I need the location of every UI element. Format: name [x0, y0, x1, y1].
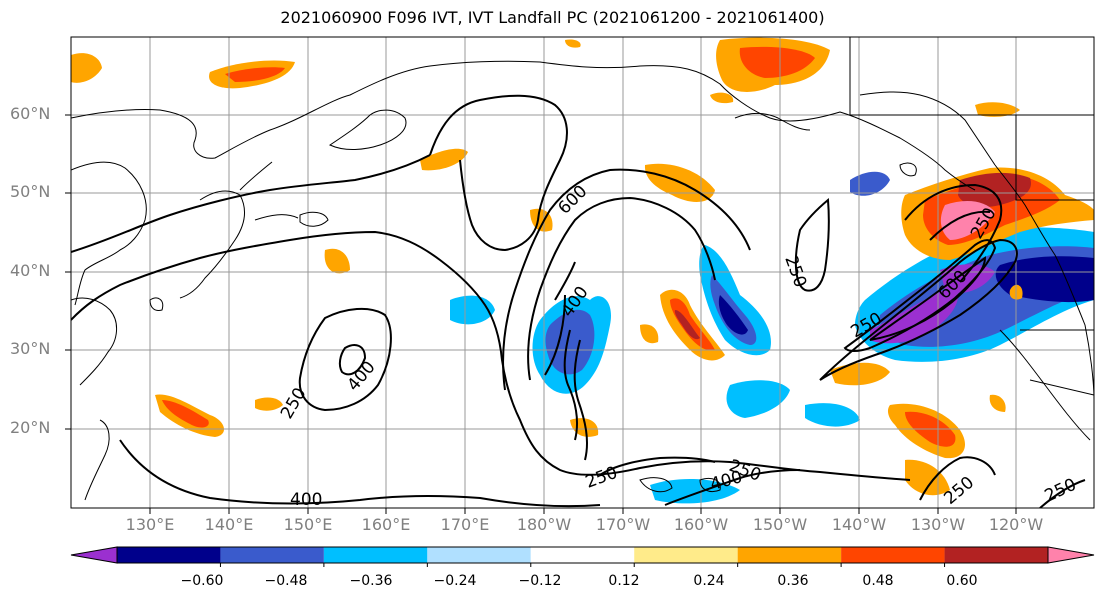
coastlines	[71, 60, 1094, 501]
lon-label: 150°W	[752, 515, 808, 534]
lon-label: 140°E	[204, 515, 254, 534]
colorbar-tick-label: −0.36	[349, 573, 393, 589]
colorbar-tick-label: 0.48	[862, 573, 894, 589]
lon-label: 130°E	[125, 515, 175, 534]
contour-label: 400	[290, 490, 322, 510]
colorbar-outline	[116, 546, 1049, 564]
colorbar-tick-label: 0.36	[777, 573, 809, 589]
colorbar	[70, 546, 1095, 567]
colorbar-tick-label: −0.24	[433, 573, 477, 589]
colorbar-tick-label: −0.48	[264, 573, 308, 589]
lon-label: 140°W	[831, 515, 887, 534]
colorbar-tick-label: −0.60	[180, 573, 224, 589]
axis-ticks	[65, 114, 1017, 514]
colorbar-extension-left	[70, 546, 118, 564]
ivt-contours	[71, 94, 1086, 508]
colorbar-tick-label: 0.60	[946, 573, 978, 589]
lon-label: 160°W	[673, 515, 729, 534]
lat-label: 50°N	[10, 182, 51, 201]
colorbar-bin	[841, 547, 945, 563]
colorbar-bin	[117, 547, 221, 563]
lon-label: 150°E	[283, 515, 333, 534]
map-title: 2021060900 F096 IVT, IVT Landfall PC (20…	[280, 8, 825, 27]
colorbar-bin	[634, 547, 738, 563]
lat-label: 40°N	[10, 261, 51, 280]
lon-label: 170°W	[595, 515, 651, 534]
colorbar-bin	[220, 547, 324, 563]
colorbar-extension-right	[1047, 546, 1095, 564]
lon-label: 170°E	[440, 515, 490, 534]
colorbar-bin	[944, 547, 1048, 563]
colorbar-bin	[427, 547, 531, 563]
colorbar-bin	[737, 547, 842, 563]
colorbar-bin	[530, 547, 635, 563]
colorbar-bin	[323, 547, 428, 563]
lat-label: 30°N	[10, 339, 51, 358]
colorbar-tick-label: 0.12	[608, 573, 640, 589]
lon-label: 130°W	[910, 515, 966, 534]
lat-label: 20°N	[10, 418, 51, 437]
lat-label: 60°N	[10, 104, 51, 123]
colorbar-tick-label: 0.24	[693, 573, 725, 589]
colorbar-tick-label: −0.12	[518, 573, 562, 589]
lon-label: 180°W	[516, 515, 572, 534]
graticule	[71, 37, 1094, 508]
boundaries	[849, 37, 1094, 396]
lon-label: 160°E	[361, 515, 411, 534]
lon-label: 120°W	[988, 515, 1044, 534]
